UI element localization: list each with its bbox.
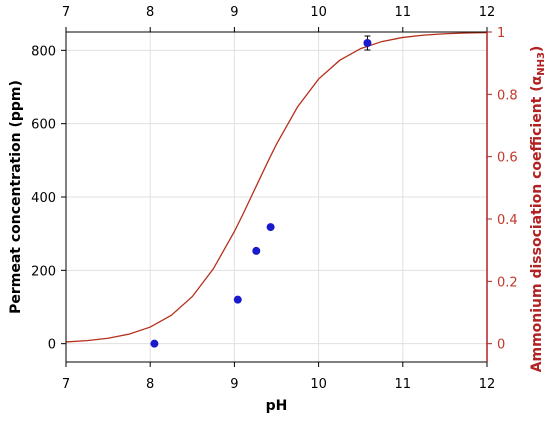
y2-label-main: Ammonium dissociation coefficient (α	[529, 75, 545, 372]
y2-tick-label: 0.6	[497, 151, 518, 166]
x-top-tick-label: 9	[230, 5, 238, 20]
y2-tick-label: 0.4	[497, 213, 518, 228]
y-axis-label: Permeat concentration (ppm)	[8, 80, 24, 314]
y2-tick-label: 0.8	[497, 88, 518, 103]
y-tick-label: 200	[31, 264, 56, 279]
x-tick-label: 9	[230, 377, 238, 392]
y-tick-label: 400	[31, 191, 56, 206]
grid	[65, 32, 488, 362]
data-point	[252, 246, 261, 255]
x-tick-label: 11	[395, 377, 412, 392]
x-top-tick-label: 12	[479, 5, 496, 20]
axis-ticks: 7 7 8 8 9 9 10 10 11 11 12 12 0 200 400 600 800 0 0.2 0.4 0.…	[31, 5, 518, 392]
data-point	[266, 223, 275, 232]
data-point	[363, 39, 372, 47]
dissociation-curve	[65, 31, 488, 343]
y2-axis-label: Ammonium dissociation coefficient (αNH3)	[529, 46, 547, 373]
x-top-tick-label: 11	[395, 5, 412, 20]
data-points	[150, 35, 372, 348]
x-tick-label: 10	[310, 377, 327, 392]
y2-label-end: )	[529, 46, 545, 52]
data-point	[150, 339, 159, 348]
y2-label-sub: NH3	[536, 52, 547, 76]
x-axis-label: pH	[266, 398, 288, 414]
y2-tick-label: 1	[497, 26, 505, 41]
y-tick-label: 600	[31, 118, 56, 133]
x-tick-label: 7	[62, 377, 70, 392]
x-tick-label: 12	[479, 377, 496, 392]
x-top-tick-label: 8	[146, 5, 154, 20]
y-tick-label: 800	[31, 44, 56, 59]
x-top-tick-label: 7	[62, 5, 70, 20]
y-tick-label: 0	[48, 338, 56, 353]
x-top-tick-label: 10	[310, 5, 327, 20]
x-tick-label: 8	[146, 377, 154, 392]
y2-tick-label: 0	[497, 338, 505, 353]
y2-tick-label: 0.2	[497, 275, 518, 290]
data-point	[233, 295, 242, 304]
dissociation-curve-line	[65, 31, 488, 343]
